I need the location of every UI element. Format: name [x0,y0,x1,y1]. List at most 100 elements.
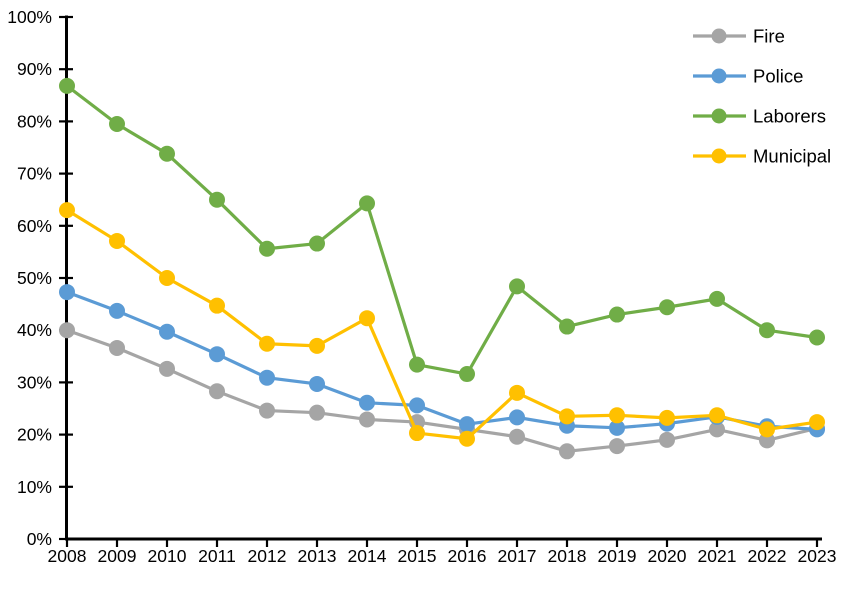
series-marker-police-2017 [509,409,525,426]
series-marker-municipal-2022 [759,421,775,438]
series-marker-municipal-2014 [359,310,375,327]
series-marker-laborers-2020 [659,299,675,316]
series-marker-municipal-2012 [259,335,275,352]
x-tick-label: 2011 [198,546,236,566]
series-marker-municipal-2011 [209,297,225,314]
series-marker-laborers-2019 [609,306,625,323]
series-marker-fire-2008 [59,322,75,339]
x-tick-label: 2020 [648,546,687,566]
series-marker-fire-2010 [159,360,175,377]
series-marker-laborers-2011 [209,191,225,208]
series-marker-municipal-2017 [509,384,525,401]
legend-item-police: Police [693,66,803,87]
x-tick-label: 2017 [498,546,537,566]
x-tick-label: 2014 [348,546,387,566]
x-tick-label: 2008 [48,546,87,566]
series-marker-laborers-2012 [259,240,275,257]
legend: Fire Police Laborers Municipal [693,26,831,167]
series-marker-municipal-2010 [159,270,175,286]
y-tick-label: 20% [17,425,52,445]
legend-swatch-marker-municipal [711,148,727,164]
legend-swatch-marker-fire [711,28,727,44]
y-tick-label: 100% [7,7,52,27]
y-tick-label: 70% [17,164,52,184]
x-tick-label: 2010 [148,546,187,566]
legend-swatch-marker-laborers [711,108,727,124]
series-marker-municipal-2008 [59,202,75,219]
legend-item-fire: Fire [693,26,785,47]
x-tick-label: 2018 [548,546,587,566]
series-marker-fire-2017 [509,428,525,445]
x-tick-label: 2015 [398,546,437,566]
series-marker-police-2013 [309,375,325,392]
y-tick-label: 80% [17,111,52,131]
series-marker-laborers-2013 [309,235,325,252]
legend-label-police: Police [753,66,803,87]
series-marker-fire-2021 [709,421,725,438]
series-marker-laborers-2021 [709,290,725,307]
series-marker-laborers-2009 [109,116,125,133]
series-marker-fire-2022 [759,432,775,449]
series-marker-laborers-2023 [809,329,825,346]
series-marker-fire-2012 [259,402,275,419]
series-marker-laborers-2018 [559,318,575,335]
y-tick-label: 30% [17,372,52,392]
series-marker-laborers-2015 [409,356,425,373]
x-tick-label: 2012 [248,546,287,566]
y-tick-label: 0% [27,529,52,549]
legend-label-municipal: Municipal [753,146,831,167]
series-line-fire [65,328,819,453]
series-marker-police-2014 [359,394,375,411]
legend-label-fire: Fire [753,26,785,47]
series-marker-fire-2013 [309,404,325,421]
y-tick-label: 10% [17,477,52,497]
x-tick-label: 2021 [698,546,737,566]
x-tick-label: 2022 [748,546,787,566]
series-marker-police-2012 [259,369,275,386]
y-tick-label: 90% [17,59,52,79]
series-marker-municipal-2009 [109,232,125,249]
series-marker-fire-2009 [109,339,125,356]
x-tick-label: 2019 [598,546,637,566]
y-tick-label: 40% [17,320,52,340]
legend-item-municipal: Municipal [693,146,831,167]
series-marker-fire-2019 [609,438,625,455]
y-tick-label: 60% [17,216,52,236]
series-marker-police-2009 [109,302,125,319]
x-tick-label: 2009 [98,546,137,566]
legend-label-laborers: Laborers [753,106,826,127]
series-line-municipal [65,208,819,441]
series-marker-fire-2014 [359,411,375,428]
series-marker-municipal-2016 [459,430,475,447]
series-marker-police-2019 [609,419,625,436]
series-marker-laborers-2008 [59,77,75,94]
series-marker-fire-2011 [209,383,225,400]
series-marker-municipal-2018 [559,408,575,425]
series-marker-laborers-2014 [359,195,375,212]
x-tick-label: 2013 [298,546,337,566]
series-marker-municipal-2013 [309,337,325,354]
series-marker-laborers-2022 [759,322,775,339]
series-marker-police-2008 [59,284,75,301]
series-line-laborers [65,84,819,376]
x-tick-label: 2016 [448,546,487,566]
series-marker-laborers-2016 [459,366,475,383]
legend-swatch-marker-police [711,68,727,84]
series-marker-police-2011 [209,346,225,363]
series-marker-municipal-2020 [659,409,675,426]
series-marker-police-2016 [459,416,475,433]
series-marker-municipal-2021 [709,407,725,424]
series-marker-laborers-2010 [159,145,175,162]
series-marker-police-2015 [409,397,425,414]
series-marker-municipal-2023 [809,414,825,431]
series-marker-fire-2020 [659,431,675,448]
y-tick-label: 50% [17,268,52,288]
series-marker-laborers-2017 [509,278,525,295]
legend-item-laborers: Laborers [693,106,826,127]
series-line-police [65,290,819,431]
series-marker-municipal-2015 [409,425,425,442]
series-marker-municipal-2019 [609,407,625,424]
series-marker-police-2010 [159,323,175,340]
